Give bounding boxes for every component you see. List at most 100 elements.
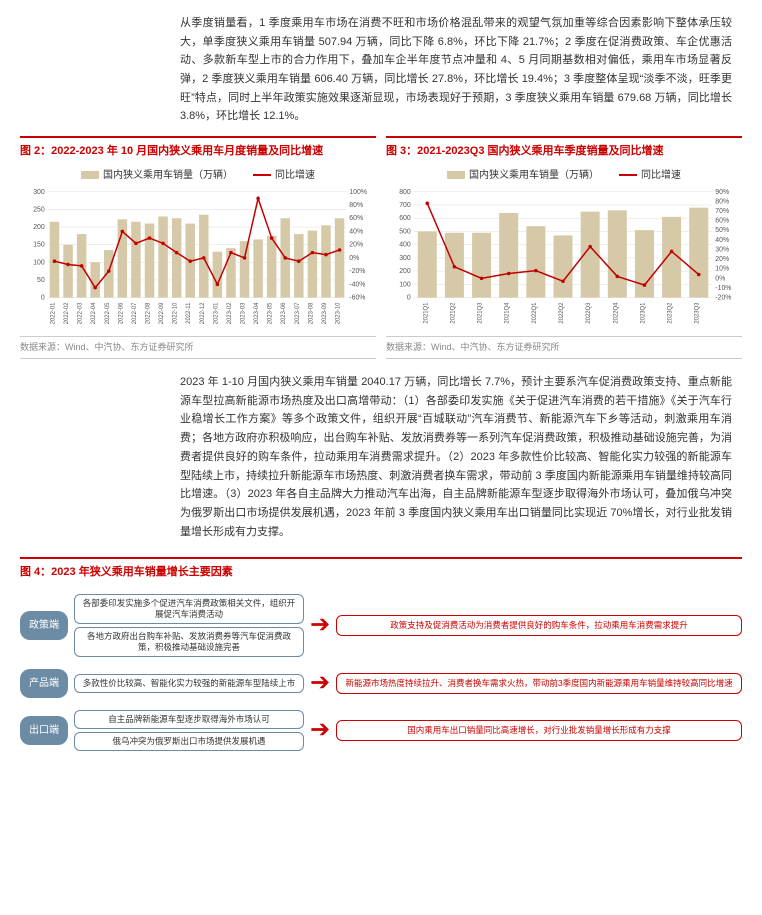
svg-text:2023-10: 2023-10: [336, 302, 342, 324]
svg-text:2023-07: 2023-07: [295, 302, 301, 324]
svg-text:200: 200: [399, 268, 411, 275]
svg-text:500: 500: [399, 228, 411, 235]
svg-text:0: 0: [41, 294, 45, 301]
svg-text:2022-05: 2022-05: [105, 302, 111, 324]
svg-text:2022-02: 2022-02: [64, 302, 70, 324]
svg-text:2023Q1: 2023Q1: [640, 302, 646, 323]
charts-row: 图 2：2022-2023 年 10 月国内狭义乘用车月度销量及同比增速 国内狭…: [0, 136, 762, 359]
svg-text:300: 300: [399, 255, 411, 262]
fig2-title: 图 2：2022-2023 年 10 月国内狭义乘用车月度销量及同比增速: [20, 136, 376, 165]
flow-mid: 多款性价比较高、智能化实力较强的新能源车型陆续上市: [74, 674, 304, 693]
svg-text:-20%: -20%: [715, 294, 731, 301]
fig2-source: 数据来源：Wind、中汽协、东方证券研究所: [20, 336, 376, 359]
svg-text:70%: 70%: [715, 208, 729, 215]
svg-text:600: 600: [399, 215, 411, 222]
svg-text:80%: 80%: [349, 202, 363, 209]
svg-text:60%: 60%: [715, 217, 729, 224]
svg-text:60%: 60%: [349, 215, 363, 222]
svg-text:2021Q3: 2021Q3: [478, 302, 484, 324]
svg-text:50%: 50%: [715, 227, 729, 234]
flow-box: 俄乌冲突为俄罗斯出口市场提供发展机遇: [74, 732, 304, 751]
flow-result: 国内乘用车出口销量同比高速增长，对行业批发销量增长形成有力支撑: [336, 720, 742, 741]
svg-text:-60%: -60%: [349, 294, 365, 301]
svg-text:2023-03: 2023-03: [241, 302, 247, 324]
svg-text:2021Q1: 2021Q1: [423, 302, 429, 323]
paragraph-2: 2023 年 1-10 月国内狭义乘用车销量 2040.17 万辆，同比增长 7…: [0, 359, 762, 551]
svg-text:700: 700: [399, 202, 411, 209]
svg-text:400: 400: [399, 241, 411, 248]
svg-text:80%: 80%: [715, 198, 729, 205]
svg-text:-40%: -40%: [349, 281, 365, 288]
svg-text:0%: 0%: [349, 255, 359, 262]
paragraph-1: 从季度销量看，1 季度乘用车市场在消费不旺和市场价格混乱带来的观望气氛加重等综合…: [0, 0, 762, 136]
flow-box: 各地方政府出台购车补贴、发放消费券等汽车促消费政策，积极推动基础设施完善: [74, 627, 304, 657]
fig4-flowchart: 政策端各部委印发实施多个促进汽车消费政策相关文件，组织开展促汽车消费活动各地方政…: [0, 586, 762, 765]
svg-text:-10%: -10%: [715, 285, 731, 292]
svg-text:2022-12: 2022-12: [200, 302, 206, 324]
flow-box: 各部委印发实施多个促进汽车消费政策相关文件，组织开展促汽车消费活动: [74, 594, 304, 624]
svg-text:20%: 20%: [349, 241, 363, 248]
svg-text:2023-06: 2023-06: [281, 302, 287, 324]
svg-text:0%: 0%: [715, 275, 725, 282]
svg-text:10%: 10%: [715, 266, 729, 273]
svg-text:2022-09: 2022-09: [159, 302, 165, 324]
svg-text:2022Q4: 2022Q4: [613, 302, 619, 324]
arrow-icon: ➔: [310, 605, 330, 646]
svg-text:90%: 90%: [715, 189, 729, 196]
svg-text:2022-10: 2022-10: [173, 302, 179, 324]
svg-text:2022Q1: 2022Q1: [532, 302, 538, 323]
svg-text:50: 50: [37, 277, 45, 284]
svg-text:40%: 40%: [715, 237, 729, 244]
chart-fig2: 图 2：2022-2023 年 10 月国内狭义乘用车月度销量及同比增速 国内狭…: [20, 136, 376, 359]
svg-text:800: 800: [399, 189, 411, 196]
svg-text:-20%: -20%: [349, 268, 365, 275]
svg-text:0: 0: [407, 294, 411, 301]
svg-text:150: 150: [33, 241, 45, 248]
flow-result: 政策支持及促消费活动为消费者提供良好的购车条件，拉动乘用车消费需求提升: [336, 615, 742, 636]
svg-text:2022-06: 2022-06: [118, 302, 124, 324]
fig3-source: 数据来源：Wind、中汽协、东方证券研究所: [386, 336, 742, 359]
flow-box: 多款性价比较高、智能化实力较强的新能源车型陆续上市: [74, 674, 304, 693]
flow-box: 自主品牌新能源车型逐步取得海外市场认可: [74, 710, 304, 729]
svg-text:2022-03: 2022-03: [78, 302, 84, 324]
svg-text:30%: 30%: [715, 246, 729, 253]
flow-row: 出口端自主品牌新能源车型逐步取得海外市场认可俄乌冲突为俄罗斯出口市场提供发展机遇…: [20, 710, 742, 751]
svg-text:2023-02: 2023-02: [227, 302, 233, 324]
svg-text:20%: 20%: [715, 256, 729, 263]
svg-text:2023-08: 2023-08: [308, 302, 314, 324]
svg-text:2023Q2: 2023Q2: [668, 302, 674, 323]
flow-result: 新能源市场热度持续拉升、消费者换车需求火热，带动前3季度国内新能源乘用车销量维持…: [336, 673, 742, 694]
fig3-legend: 国内狭义乘用车销量（万辆） 同比增速: [386, 165, 742, 186]
flow-row: 产品端多款性价比较高、智能化实力较强的新能源车型陆续上市 ➔ 新能源市场热度持续拉升…: [20, 663, 742, 704]
svg-text:250: 250: [33, 206, 45, 213]
flow-label: 出口端: [20, 716, 68, 745]
svg-text:2022-07: 2022-07: [132, 302, 138, 324]
svg-text:2023Q3: 2023Q3: [695, 302, 701, 324]
svg-text:40%: 40%: [349, 228, 363, 235]
svg-text:2023-05: 2023-05: [268, 302, 274, 324]
svg-text:2021Q2: 2021Q2: [450, 302, 456, 323]
svg-text:100: 100: [33, 259, 45, 266]
svg-text:2022Q2: 2022Q2: [559, 302, 565, 323]
svg-text:2023-01: 2023-01: [213, 302, 219, 324]
svg-text:2023-09: 2023-09: [322, 302, 328, 324]
svg-text:100%: 100%: [349, 189, 367, 196]
flow-label: 政策端: [20, 611, 68, 640]
svg-text:100: 100: [399, 281, 411, 288]
svg-text:2022Q3: 2022Q3: [586, 302, 592, 324]
flow-label: 产品端: [20, 669, 68, 698]
svg-text:2022-04: 2022-04: [91, 302, 97, 324]
arrow-icon: ➔: [310, 663, 330, 704]
svg-text:200: 200: [33, 224, 45, 231]
arrow-icon: ➔: [310, 710, 330, 751]
fig3-title: 图 3：2021-2023Q3 国内狭义乘用车季度销量及同比增速: [386, 136, 742, 165]
flow-mid: 自主品牌新能源车型逐步取得海外市场认可俄乌冲突为俄罗斯出口市场提供发展机遇: [74, 710, 304, 751]
fig2-legend: 国内狭义乘用车销量（万辆） 同比增速: [20, 165, 376, 186]
svg-text:2022-08: 2022-08: [145, 302, 151, 324]
svg-text:300: 300: [33, 189, 45, 196]
svg-text:2023-04: 2023-04: [254, 302, 260, 324]
svg-text:2022-11: 2022-11: [186, 302, 192, 323]
chart-fig3: 图 3：2021-2023Q3 国内狭义乘用车季度销量及同比增速 国内狭义乘用车…: [386, 136, 742, 359]
svg-text:2021Q4: 2021Q4: [505, 302, 511, 324]
flow-row: 政策端各部委印发实施多个促进汽车消费政策相关文件，组织开展促汽车消费活动各地方政…: [20, 594, 742, 657]
